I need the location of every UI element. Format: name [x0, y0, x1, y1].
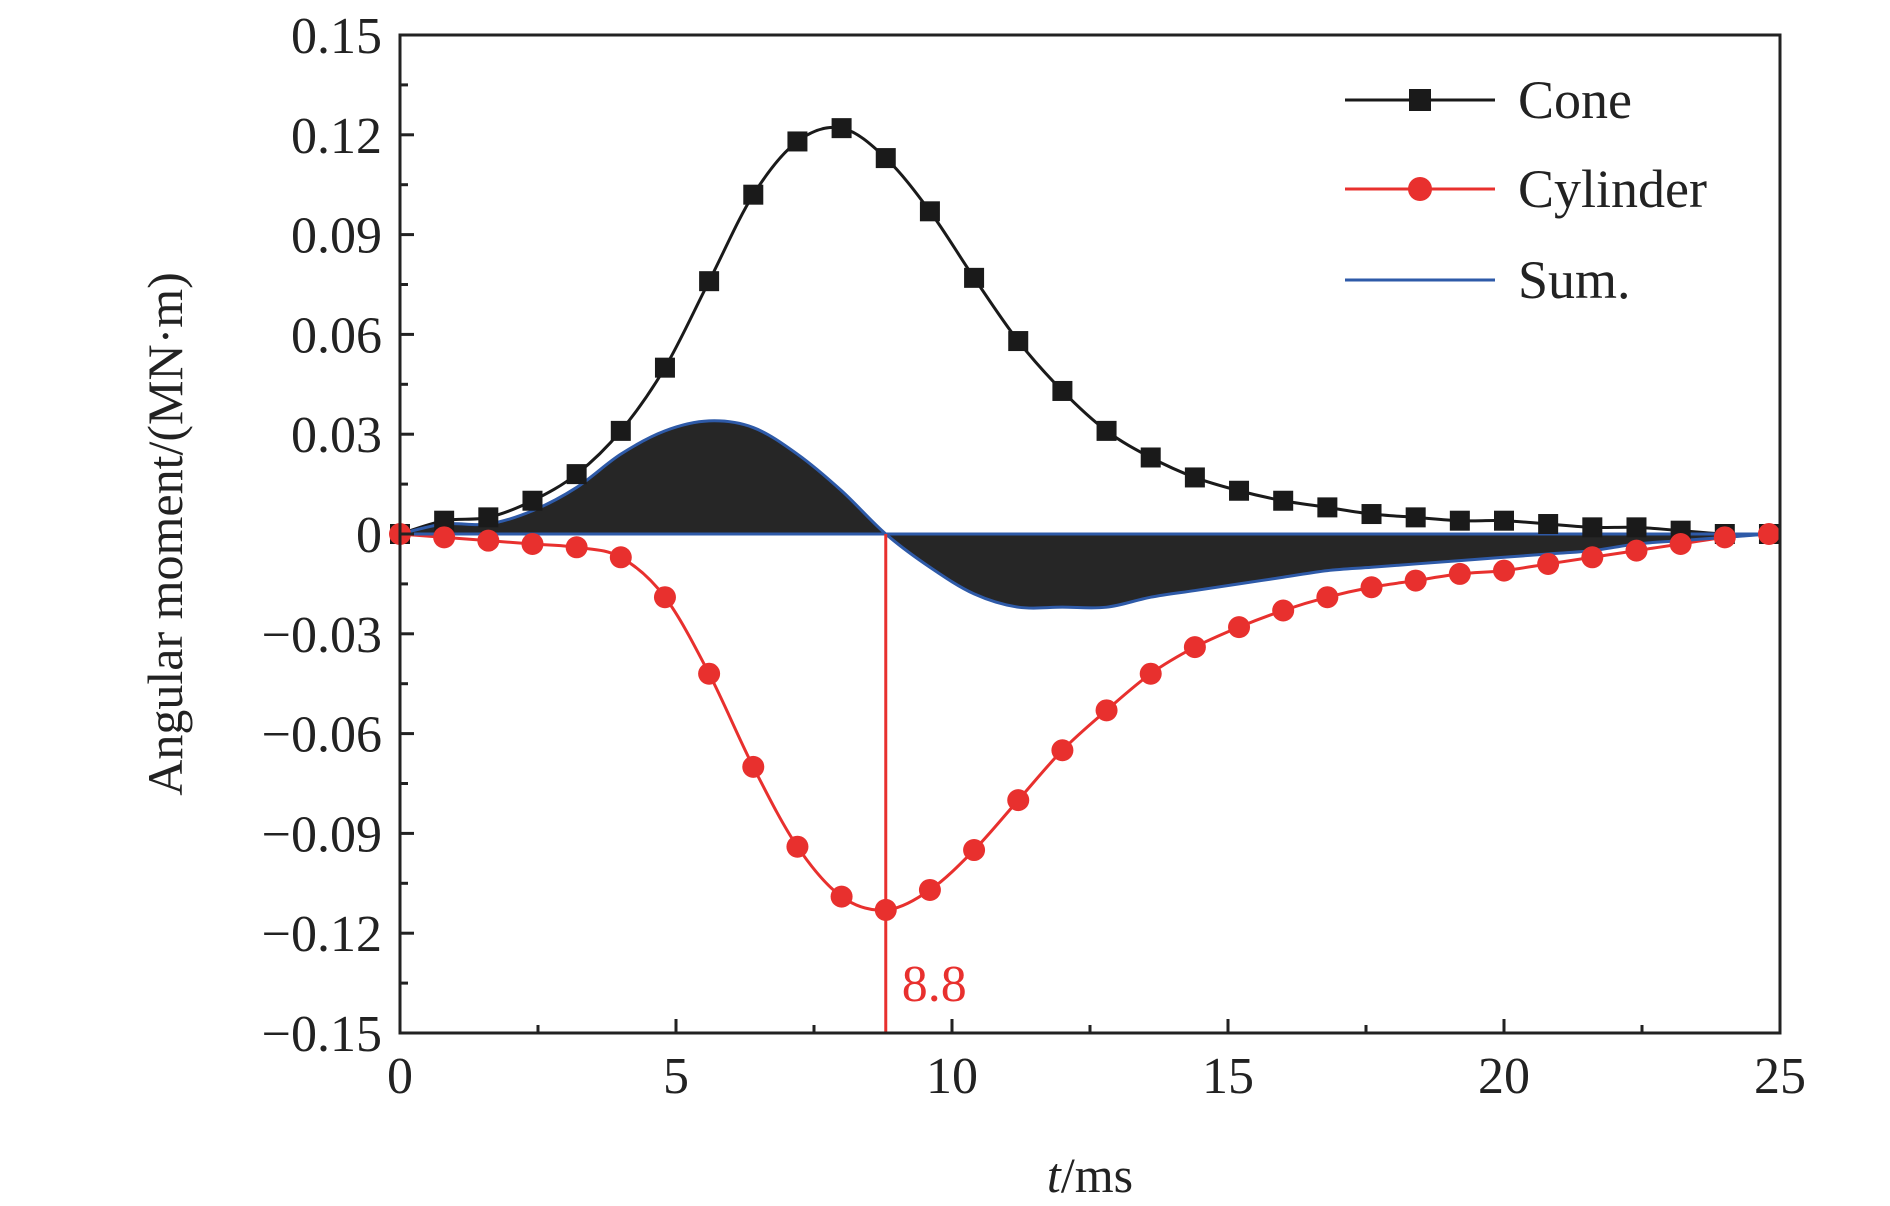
data-point-cylinder: [742, 755, 765, 778]
data-point-cylinder: [1007, 789, 1030, 812]
y-tick-label: 0: [356, 507, 382, 564]
legend-marker-cylinder: [1408, 177, 1432, 201]
data-point-cylinder: [1493, 559, 1515, 582]
data-point-cone: [1052, 380, 1073, 401]
annotation-layer: 8.8: [884, 534, 967, 1033]
plot-area: 8.8: [389, 118, 1780, 1033]
data-point-cylinder: [1669, 532, 1692, 555]
data-point-cylinder: [1360, 576, 1383, 599]
x-tick-label: 15: [1202, 1048, 1254, 1105]
data-point-cylinder: [963, 839, 986, 862]
data-point-cone: [699, 271, 720, 292]
x-tick-label: 10: [926, 1048, 978, 1105]
data-point-cone: [875, 148, 896, 169]
data-point-cylinder: [1581, 546, 1604, 569]
data-point-cylinder: [1183, 636, 1206, 659]
series-markers: [389, 118, 1780, 921]
data-point-cylinder: [653, 586, 676, 609]
data-point-cone: [1229, 480, 1250, 501]
x-axis-label: t/ms: [1047, 1147, 1133, 1203]
sum-filled-area: [400, 420, 1769, 609]
y-tick-label: −0.03: [262, 607, 382, 664]
y-tick-label: −0.06: [262, 707, 382, 764]
data-point-cone: [743, 184, 764, 205]
data-point-cone: [1008, 331, 1029, 352]
data-point-cylinder: [609, 546, 632, 569]
data-point-cylinder: [698, 662, 721, 685]
data-point-cylinder: [1625, 539, 1648, 562]
data-point-cone: [787, 131, 808, 152]
x-tick-label: 0: [387, 1048, 413, 1105]
data-point-cone: [1361, 504, 1382, 525]
data-point-cylinder: [1316, 586, 1339, 609]
x-tick-label: 5: [663, 1048, 689, 1105]
x-axis-label-unit: /ms: [1061, 1147, 1133, 1203]
data-point-cone: [1494, 510, 1514, 531]
data-point-cone: [1626, 517, 1647, 538]
data-point-cone: [1317, 497, 1338, 518]
data-point-cylinder: [1139, 662, 1162, 685]
legend-label-sum: Sum.: [1518, 250, 1631, 310]
data-point-cylinder: [1404, 569, 1427, 592]
series-area-sum: [400, 420, 1769, 609]
data-point-cylinder: [1713, 526, 1736, 549]
y-tick-label: 0.12: [291, 108, 382, 165]
data-point-cylinder: [1537, 552, 1560, 575]
annotation-label: 8.8: [902, 956, 967, 1013]
legend-label-cone: Cone: [1518, 70, 1632, 130]
data-point-cone: [654, 357, 675, 378]
data-point-cone: [522, 490, 543, 511]
data-point-cone: [566, 464, 587, 485]
data-point-cone: [1140, 447, 1161, 468]
data-point-cylinder: [874, 898, 897, 921]
data-point-cylinder: [477, 529, 500, 552]
data-point-cylinder: [786, 835, 809, 858]
data-point-cone: [1273, 490, 1294, 511]
data-point-cone: [434, 510, 455, 531]
y-tick-label: 0.06: [291, 307, 382, 364]
data-point-cylinder: [1228, 616, 1251, 639]
data-point-cone: [1096, 420, 1117, 441]
x-tick-label: 25: [1754, 1048, 1806, 1105]
y-tick-label: −0.09: [262, 806, 382, 863]
y-tick-label: 0.03: [291, 407, 382, 464]
data-point-cone: [610, 420, 631, 441]
data-point-cone: [478, 507, 499, 528]
legend-marker-cone: [1409, 89, 1431, 111]
data-point-cone: [1405, 507, 1426, 528]
data-point-cylinder: [918, 878, 941, 901]
data-point-cylinder: [565, 536, 588, 559]
data-point-cone: [1582, 517, 1603, 538]
data-point-cylinder: [1095, 699, 1118, 722]
y-tick-label: −0.12: [262, 906, 382, 963]
data-point-cone: [831, 118, 852, 139]
data-point-cylinder: [433, 526, 456, 549]
data-point-cylinder: [521, 532, 544, 555]
y-tick-label: 0.09: [291, 208, 382, 265]
y-tick-label: −0.15: [262, 1006, 382, 1063]
data-point-cone: [919, 201, 940, 222]
legend: Cone Cylinder Sum.: [1345, 70, 1707, 310]
y-tick-label: 0.15: [291, 8, 382, 65]
y-axis-label: Angular moment/(MN·m): [137, 272, 193, 796]
data-point-cylinder: [1051, 739, 1074, 762]
data-point-cylinder: [830, 885, 853, 908]
legend-label-cylinder: Cylinder: [1518, 159, 1707, 219]
data-point-cone: [1449, 510, 1470, 531]
x-tick-label: 20: [1478, 1048, 1530, 1105]
data-point-cone: [1538, 514, 1559, 535]
data-point-cylinder: [1448, 562, 1471, 585]
data-point-cone: [1184, 467, 1205, 488]
data-point-cylinder: [1757, 523, 1780, 545]
data-point-cone: [964, 267, 985, 288]
data-point-cylinder: [1272, 599, 1295, 622]
axes: 0 5 10 15 20 25 0.15 0.12 0.09 0.06 0.03 0 −0.03 −0.0…: [262, 8, 1806, 1105]
x-axis-label-variable: t: [1047, 1147, 1062, 1203]
